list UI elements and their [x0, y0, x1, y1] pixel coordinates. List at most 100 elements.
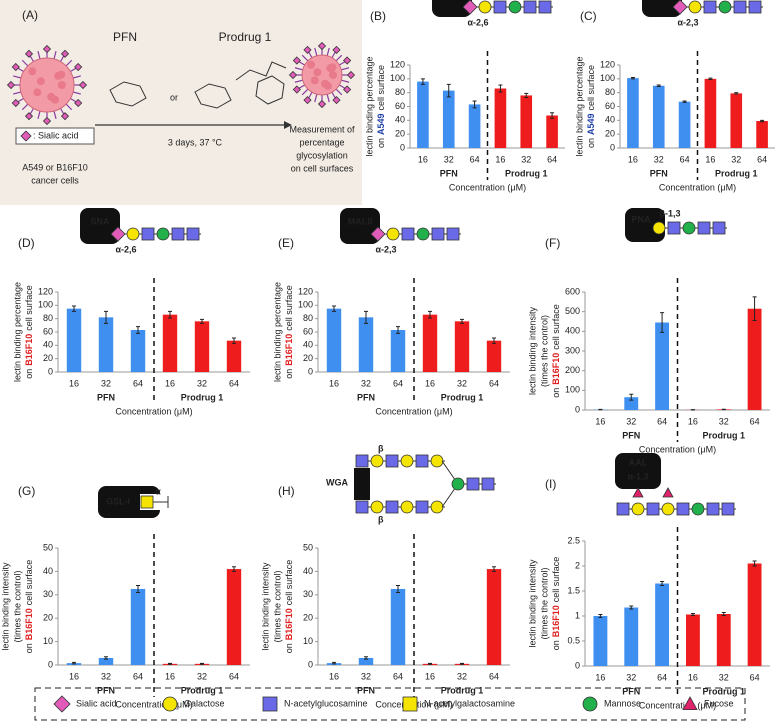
glycan-symbol [430, 500, 444, 514]
glycan-symbol [652, 221, 666, 235]
error-bar [460, 662, 464, 665]
bar [194, 321, 210, 372]
cell-spot [329, 71, 337, 79]
glycan-symbol [317, 41, 327, 51]
glycan-symbol [466, 477, 480, 491]
glycan-symbol [60, 112, 70, 121]
error-bar [428, 662, 432, 665]
y-tick-label: 50 [43, 542, 53, 552]
legend-label: Sialic acid [76, 698, 117, 708]
group-label: Prodrug 1 [715, 168, 758, 178]
glycan-symbol [703, 0, 717, 14]
bar [747, 563, 762, 666]
cell-spot [313, 68, 322, 77]
y-axis-label-part: on [24, 643, 34, 653]
y-tick-label: 40 [43, 566, 53, 576]
x-tick-label: 16 [418, 154, 428, 164]
y-tick-label: 400 [565, 326, 580, 336]
glycan-symbol [156, 227, 170, 241]
bar [390, 588, 406, 665]
cell-line: B16F10 [551, 605, 561, 637]
error-bar [136, 326, 140, 334]
glycan-symbol [706, 502, 720, 516]
x-axis-label: Concentration (μM) [639, 444, 716, 454]
glycan-symbol [288, 70, 298, 80]
outcome: Measurement of [289, 124, 355, 134]
glycan-symbol [346, 70, 356, 80]
error-bar [72, 305, 76, 312]
x-tick-label: 16 [165, 671, 175, 681]
bar [98, 657, 114, 665]
bar [756, 121, 768, 148]
cell-spike [65, 103, 73, 111]
linkage: α-2,6 [467, 17, 488, 27]
y-axis-label-part: cell surface [551, 557, 561, 603]
y-tick-label: 60 [303, 326, 313, 336]
glycan-symbol [110, 226, 126, 242]
cell-spike [301, 54, 309, 62]
glycan-symbol [24, 112, 34, 121]
glycan-symbol [303, 45, 312, 54]
cell-spike [294, 79, 303, 83]
glycan-symbol [78, 80, 88, 90]
x-tick-label: 64 [757, 154, 767, 164]
group-label: PFN [97, 685, 115, 695]
x-tick-label: 64 [657, 672, 667, 682]
lectin-name: MALII [348, 216, 373, 226]
lectin-name: GSL-I [106, 496, 130, 506]
glycan-symbol [262, 696, 278, 712]
glycan-symbol [343, 56, 352, 65]
y-tick-label: 120 [600, 59, 615, 69]
glycan-symbol [508, 0, 522, 14]
glycan-symbol [431, 227, 445, 241]
y-axis-label-part: cell surface [586, 65, 596, 111]
glycan-symbol [682, 221, 696, 235]
x-tick-label: 64 [229, 671, 239, 681]
panel-label: (A) [22, 8, 38, 22]
glycan-symbol [292, 85, 301, 94]
glycan-symbol [462, 0, 478, 15]
bar [747, 308, 762, 410]
group-label: Prodrug 1 [441, 685, 484, 695]
group-label: Prodrug 1 [505, 168, 548, 178]
error-bar [472, 100, 477, 109]
y-axis-label-part: cell surface [551, 304, 561, 350]
group-label: PFN [622, 686, 640, 696]
legend-label: Mannose [604, 698, 641, 708]
bar [130, 330, 146, 372]
glycan-symbol [402, 696, 418, 712]
linkage: β [378, 443, 384, 453]
cell-line: B16F10 [284, 334, 294, 366]
glycan-symbol [355, 500, 369, 514]
y-axis-label: lectin binding percentage [574, 56, 584, 156]
glycan-symbol [582, 696, 598, 712]
glycan-symbol [24, 49, 34, 58]
glycan-symbol [74, 62, 83, 72]
error-bar [332, 305, 336, 312]
drug-name: PFN [113, 30, 137, 44]
y-tick-label: 40 [605, 115, 615, 125]
x-tick-label: 32 [626, 672, 636, 682]
x-axis-label: Concentration (μM) [115, 699, 192, 709]
y-axis-label-part: on [376, 138, 386, 148]
glycan-symbol [538, 0, 552, 14]
y-axis-label: (times the control) [12, 570, 22, 642]
y-axis-label: on B16F10 cell surface [284, 560, 294, 654]
error-bar [232, 337, 236, 344]
error-bar [200, 662, 204, 665]
outcome: percentage [299, 137, 344, 147]
y-tick-label: 80 [395, 87, 405, 97]
glycan-symbol [697, 221, 711, 235]
glycan-symbol [661, 502, 675, 516]
panel-label: (D) [18, 236, 35, 250]
glycan-symbol [718, 0, 732, 14]
x-tick-label: 16 [329, 378, 339, 388]
x-axis-label: Concentration (μM) [449, 182, 526, 192]
glycan-symbol [343, 85, 352, 94]
cell-spot [54, 71, 63, 80]
glycan-symbol [446, 227, 460, 241]
glycan-symbol [478, 0, 492, 14]
y-tick-label: 0 [575, 660, 580, 670]
bar [627, 78, 639, 148]
cell-spike [21, 59, 29, 67]
